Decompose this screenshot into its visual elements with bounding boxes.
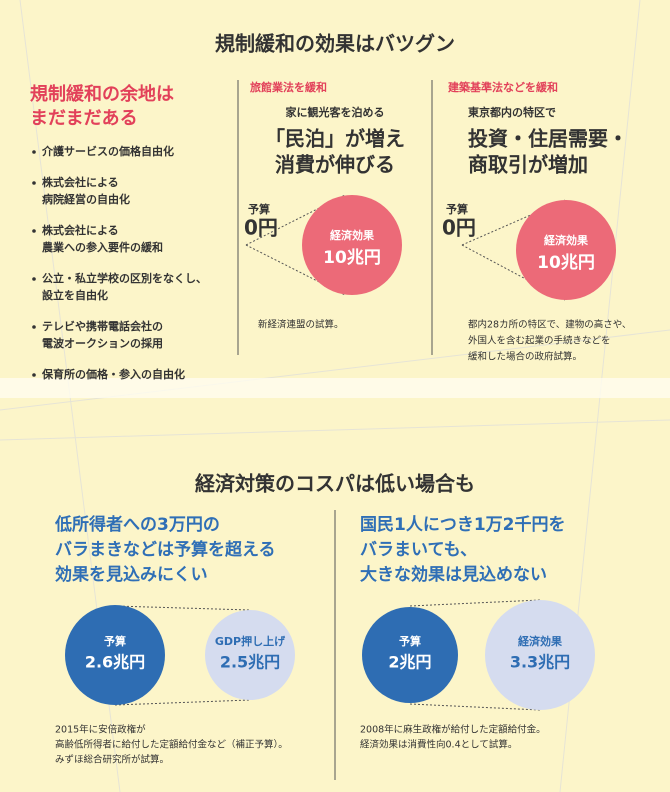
bullet: [32, 181, 36, 185]
headline: 商取引が増加: [468, 153, 588, 177]
bullet: [32, 325, 36, 329]
heading: 国民1人につき1万2千円を: [360, 515, 566, 535]
heading: バラまいても、: [360, 540, 477, 560]
dotted: [114, 699, 251, 706]
heading: 低所得者への3万円の: [54, 514, 220, 535]
effect: 3.3兆円: [510, 653, 570, 672]
bullet: [32, 373, 36, 377]
headline: 「民泊」が増え: [265, 127, 405, 151]
list-item: 電波オークションの採用: [42, 336, 163, 350]
heading: バラまきなどは予算を超える: [55, 539, 276, 560]
budget-label: 予算: [104, 634, 126, 648]
headline: 投資・住居需要・: [468, 127, 628, 151]
heading: 規制緩和の余地は: [30, 83, 174, 105]
effect: 2.5兆円: [220, 653, 280, 672]
budget-label: 予算: [446, 202, 468, 216]
budget-circle: [362, 607, 458, 703]
note: 経済効果は消費性向0.4として試算。: [360, 739, 517, 751]
bullet: [32, 277, 36, 281]
list-item: 介護サービスの価格自由化: [41, 144, 174, 158]
note: 外国人を含む起業の手続きなどを: [468, 335, 611, 347]
effect-label: 経済効果: [330, 228, 374, 242]
budget-circle: [65, 605, 165, 705]
list-item: 農業への参入要件の緩和: [42, 240, 163, 254]
note: 高齢低所得者に給付した定額給付金など（補正予算）。: [55, 739, 288, 751]
list-item: 設立を自由化: [42, 288, 108, 302]
heading: まだまだある: [30, 108, 138, 129]
effect-circle: [205, 610, 295, 700]
effect-label: 経済効果: [518, 634, 562, 648]
note: 2015年に安倍政権が: [55, 724, 146, 736]
band: [0, 378, 670, 398]
effect-circle: [302, 195, 402, 295]
dotted: [114, 605, 251, 611]
lead: 東京都内の特区で: [468, 105, 556, 119]
dotted: [409, 599, 541, 607]
list-item: テレビや携帯電話会社の: [42, 319, 163, 333]
effect-circle: [516, 200, 616, 300]
effect: 10兆円: [537, 253, 595, 273]
heading: 大きな効果は見込めない: [360, 564, 547, 585]
headline: 消費が伸びる: [275, 153, 395, 177]
list-item: 株式会社による: [42, 175, 119, 189]
note: 2008年に麻生政権が給付した定額給付金。: [360, 724, 546, 736]
budget-label: 予算: [399, 634, 421, 648]
list-item: 株式会社による: [42, 223, 119, 237]
budget: 2兆円: [388, 653, 431, 672]
title: 経済対策のコスパは低い場合も: [195, 472, 475, 496]
effect-label: 経済効果: [544, 233, 588, 247]
note: 都内28カ所の特区で、建物の高さや、: [468, 319, 631, 331]
bullet: [32, 150, 36, 154]
note: 新経済連盟の試算。: [258, 319, 344, 331]
budget: 0円: [244, 216, 278, 240]
bullet: [32, 229, 36, 233]
budget-label: 予算: [248, 202, 270, 216]
effect-circle: [485, 600, 595, 710]
budget: 0円: [442, 216, 476, 240]
tag: 旅館業法を緩和: [250, 80, 327, 94]
budget: 2.6兆円: [85, 653, 145, 672]
lead: 家に観光客を泊める: [286, 105, 385, 119]
effect-label: GDP押し上げ: [215, 634, 286, 648]
list-item: 公立・私立学校の区別をなくし、: [42, 271, 207, 285]
list-item: 保育所の価格・参入の自由化: [41, 367, 185, 381]
note: みずほ総合研究所が試算。: [55, 754, 169, 766]
tag: 建築基準法などを緩和: [448, 80, 558, 94]
list-item: 病院経営の自由化: [42, 192, 130, 206]
heading: 効果を見込みにくい: [55, 564, 208, 585]
effect: 10兆円: [323, 248, 381, 268]
dotted: [409, 703, 541, 711]
title: 規制緩和の効果はバツグン: [215, 32, 455, 56]
note: 緩和した場合の政府試算。: [468, 351, 582, 363]
